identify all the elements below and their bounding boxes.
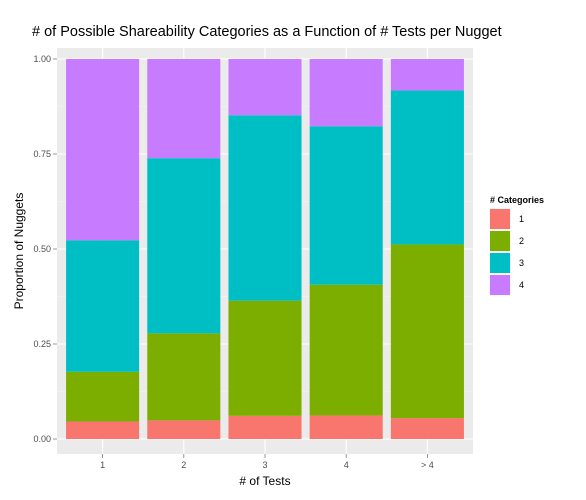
bar-segment xyxy=(147,420,221,439)
y-axis-title: Proportion of Nuggets xyxy=(12,193,26,310)
x-tick-label: 3 xyxy=(262,460,267,470)
bar-segment xyxy=(309,415,383,439)
y-tick-label: 0.50 xyxy=(33,244,51,254)
legend-label: 2 xyxy=(519,236,524,246)
x-axis-title: # of Tests xyxy=(239,474,290,488)
legend: # Categories 1 2 3 4 xyxy=(488,195,544,297)
x-tick-label: 2 xyxy=(181,460,186,470)
bar-segment xyxy=(309,59,383,127)
bar-segment xyxy=(390,244,464,419)
x-tick-label: 1 xyxy=(100,460,105,470)
bar-segment xyxy=(66,59,140,241)
bar-segment xyxy=(147,59,221,159)
legend-swatch xyxy=(490,253,510,273)
legend-label: 3 xyxy=(519,258,524,268)
bar-segment xyxy=(228,115,302,301)
y-tick-label: 1.00 xyxy=(33,54,51,64)
legend-swatch xyxy=(490,275,510,295)
bar-segment xyxy=(228,300,302,416)
bar-segment xyxy=(309,284,383,416)
bar-segment xyxy=(309,126,383,285)
x-axis: 1 2 3 4 > 4 xyxy=(100,454,434,470)
y-tick-label: 0.00 xyxy=(33,434,51,444)
y-tick-label: 0.75 xyxy=(33,149,51,159)
x-tick-label: > 4 xyxy=(421,460,434,470)
y-axis: 0.00 0.25 0.50 0.75 1.00 xyxy=(33,54,57,444)
bar-segment xyxy=(147,333,221,421)
bar-segment xyxy=(66,421,140,439)
x-tick-label: 4 xyxy=(344,460,349,470)
legend-label: 1 xyxy=(519,214,524,224)
bar-segment xyxy=(228,59,302,116)
legend-title: # Categories xyxy=(490,195,544,205)
legend-swatch xyxy=(490,231,510,251)
legend-label: 4 xyxy=(519,280,524,290)
bar-segment xyxy=(390,90,464,245)
bars xyxy=(66,59,464,439)
bar-segment xyxy=(390,418,464,439)
bar-segment xyxy=(66,371,140,422)
chart-title: # of Possible Shareability Categories as… xyxy=(32,24,502,40)
bar-segment xyxy=(66,240,140,372)
bar-segment xyxy=(147,158,221,334)
legend-swatch xyxy=(490,209,510,229)
y-tick-label: 0.25 xyxy=(33,339,51,349)
bar-segment xyxy=(228,415,302,439)
bar-segment xyxy=(390,59,464,91)
